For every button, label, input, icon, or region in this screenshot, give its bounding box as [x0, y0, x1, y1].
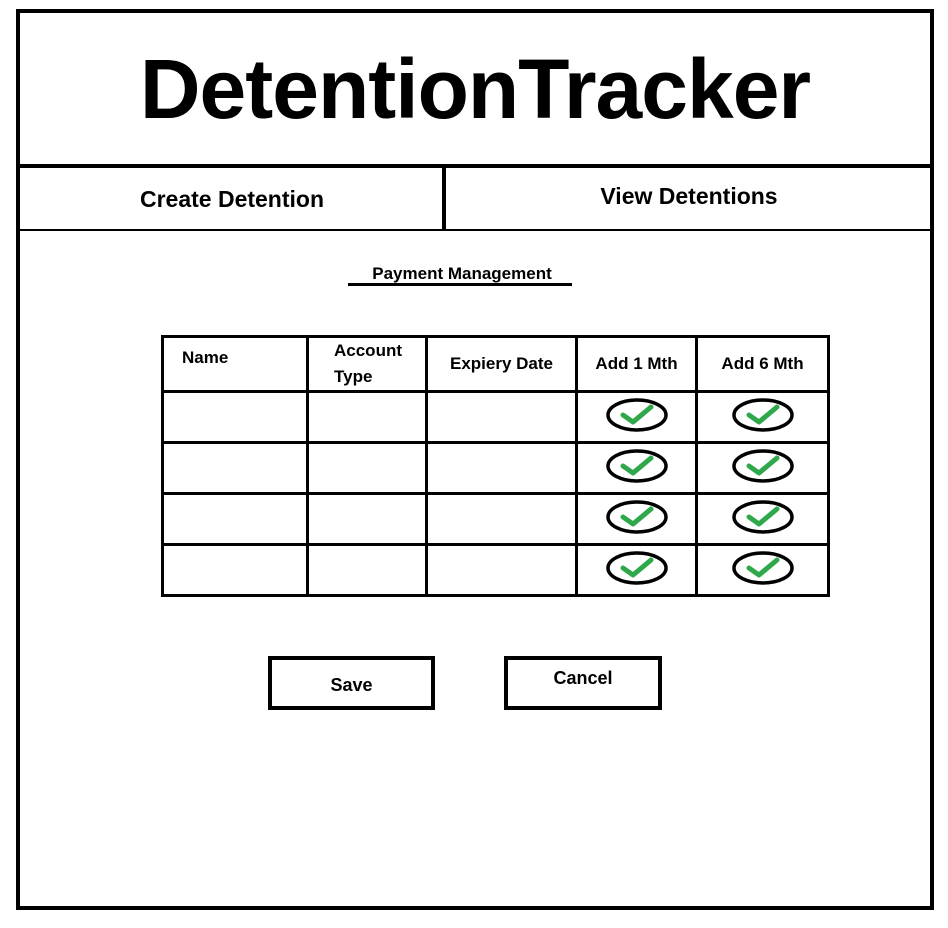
table-row — [161, 390, 830, 444]
table-row — [161, 492, 830, 546]
payment-table: Name Account Type Expiery Date Add 1 Mth… — [161, 335, 830, 597]
check-circle-icon[interactable] — [731, 550, 794, 585]
cell-expiry-date — [425, 543, 578, 597]
app-title: DetentionTracker — [139, 41, 811, 136]
check-circle-icon[interactable] — [605, 397, 668, 432]
check-circle-icon[interactable] — [731, 448, 794, 483]
nav-bottom-divider — [20, 229, 930, 231]
header-name: Name — [161, 335, 309, 393]
cell-name — [161, 390, 309, 444]
cancel-button[interactable]: Cancel — [504, 656, 662, 710]
cell-add-1-month — [575, 543, 698, 597]
cell-add-6-months — [695, 390, 830, 444]
cell-add-1-month — [575, 441, 698, 495]
check-circle-icon[interactable] — [605, 550, 668, 585]
app-frame: DetentionTracker Create Detention View D… — [16, 9, 934, 910]
cell-account-type — [306, 492, 428, 546]
table-row — [161, 441, 830, 495]
check-circle-icon[interactable] — [605, 448, 668, 483]
cell-add-6-months — [695, 492, 830, 546]
nav-divider — [442, 168, 446, 230]
cell-account-type — [306, 390, 428, 444]
cell-add-6-months — [695, 543, 830, 597]
cell-add-1-month — [575, 390, 698, 444]
nav-bar: Create Detention View Detentions — [20, 168, 930, 230]
check-circle-icon[interactable] — [731, 499, 794, 534]
cell-name — [161, 543, 309, 597]
section-title: Payment Management — [372, 264, 552, 283]
table-body — [161, 390, 830, 597]
cell-account-type — [306, 441, 428, 495]
header-account-type: Account Type — [306, 335, 428, 393]
cell-expiry-date — [425, 390, 578, 444]
header-expiry-date: Expiery Date — [425, 335, 578, 393]
cell-add-1-month — [575, 492, 698, 546]
table-header-row: Name Account Type Expiery Date Add 1 Mth… — [161, 335, 830, 393]
section-title-underline — [348, 283, 572, 286]
tab-create-detention[interactable]: Create Detention — [139, 185, 325, 212]
cell-name — [161, 441, 309, 495]
check-circle-icon[interactable] — [605, 499, 668, 534]
cell-expiry-date — [425, 441, 578, 495]
cell-name — [161, 492, 309, 546]
cell-account-type — [306, 543, 428, 597]
title-divider — [16, 164, 930, 168]
cell-expiry-date — [425, 492, 578, 546]
save-button[interactable]: Save — [268, 656, 435, 710]
check-circle-icon[interactable] — [731, 397, 794, 432]
header-add-6-months: Add 6 Mth — [695, 335, 830, 393]
tab-view-detentions[interactable]: View Detentions — [600, 182, 778, 209]
table-row — [161, 543, 830, 597]
header-add-1-month: Add 1 Mth — [575, 335, 698, 393]
cell-add-6-months — [695, 441, 830, 495]
